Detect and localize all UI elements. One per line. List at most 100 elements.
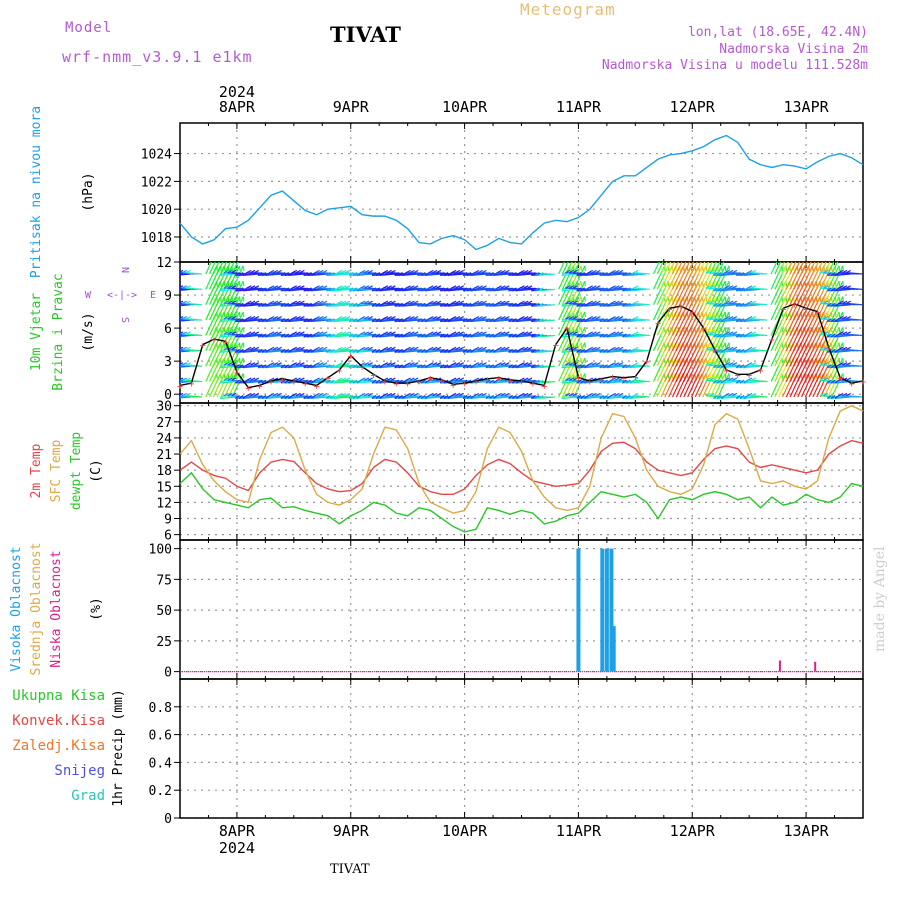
year-label-bottom: 2024 [219,839,255,857]
precip-legend-item: Snijeg [54,763,105,779]
wind-arrow [538,350,555,353]
wind-arrow [447,288,464,292]
wind-arrow [265,365,282,369]
wind-barb [180,362,184,365]
wind-barb [716,287,722,292]
wind-barb [219,379,225,384]
wind-barb [705,362,711,366]
wind-barb [333,394,339,399]
wind-arrow [220,381,237,384]
wind-barb [167,349,171,352]
panel-frame [179,539,864,680]
wind-speed-mark: + [860,377,866,388]
wind-barb [527,300,533,304]
wind-barb [580,348,586,353]
wind-arrow [717,265,730,290]
wind-barb [576,379,582,384]
wind-barb [227,285,233,289]
wind-arrow [558,262,565,275]
wind-barb [322,346,328,351]
wind-arrow [265,304,282,307]
wind-barb [508,348,513,353]
wind-arrow [561,350,578,353]
wind-barb [724,311,727,317]
wind-barb [842,373,844,379]
wind-arrow [265,396,282,399]
wind-barb [261,348,267,353]
wind-barb [341,285,347,289]
precip-legend-item: Zaledj.Kisa [12,738,105,754]
wind-barb [702,250,703,255]
wind-barb [622,271,627,276]
wind-arrow [561,319,578,323]
wind-barb [743,348,749,353]
wind-arrow [823,262,831,275]
wind-barb [561,318,567,323]
wind-barb [227,300,233,304]
y-tick-label: 12 [156,256,172,271]
wind-barb [390,315,396,320]
wind-barb [394,364,400,369]
wind-speed-mark: + [473,377,479,388]
cloud-bar [778,660,781,672]
wind-barb [511,348,517,353]
wind-barb [458,269,464,274]
wind-barb [333,379,339,384]
wind-barb [352,394,358,399]
wind-barb [171,319,175,322]
wind-barb [838,342,841,348]
wind-barb [842,285,848,289]
wind-barb [447,287,453,292]
wind-barb [238,364,244,369]
wind-barb [394,287,400,292]
wind-barb [455,377,461,381]
wind-barb [246,300,252,304]
wind-barb [527,346,533,351]
wind-barb [493,379,498,384]
wind-barb [314,269,320,274]
wind-barb [227,392,233,397]
wind-barb [265,348,271,353]
wind-barb [747,346,753,351]
wind-barb [337,315,343,320]
wind-barb [610,285,616,289]
wind-barb [175,288,179,291]
wind-arrow [607,288,624,292]
wind-barb [257,302,263,307]
wind-barb [500,392,506,397]
wind-barb [720,302,726,307]
wind-arrow [702,262,710,275]
wind-barb [629,333,635,338]
wind-barb [231,315,237,320]
wind-barb [219,318,225,323]
wind-arrow [242,365,259,369]
wind-barb [523,346,529,351]
wind-barb [576,318,582,323]
wind-barb [375,333,381,338]
wind-arrow [447,334,464,338]
wind-barb [345,331,351,335]
wind-barb [747,269,753,274]
wind-arrow [800,262,808,275]
wind-speed-mark: + [427,374,433,385]
wind-arrow [379,273,396,276]
wind-barb [432,300,438,304]
wind-arrow [569,265,582,290]
wind-barb [819,377,825,381]
wind-barb [219,271,225,276]
wind-barb [284,271,290,276]
wind-barb [379,333,384,338]
wind-barb [417,287,422,292]
wind-barb [314,346,320,351]
wind-barb [436,362,442,366]
wind-barb [572,331,578,335]
wind-barb [584,281,586,287]
wind-barb [242,333,248,338]
y-tick-label: 0.8 [149,701,172,716]
wind-barb [171,272,175,275]
wind-arrow [402,304,419,307]
wind-barb [439,302,445,307]
wind-speed-mark: + [223,337,229,348]
wind-barb [739,379,745,384]
y-tick-label: 1020 [141,203,172,218]
